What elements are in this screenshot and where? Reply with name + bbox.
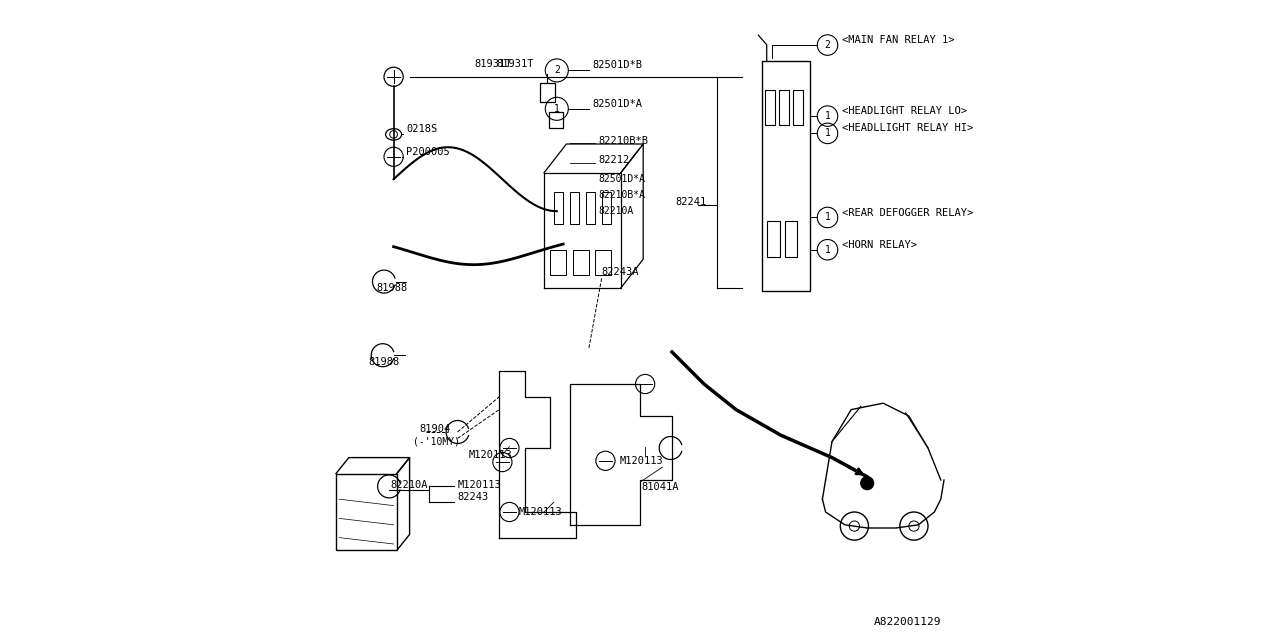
Circle shape <box>861 477 874 490</box>
Text: 82501D*B: 82501D*B <box>591 61 643 70</box>
Text: 81041A: 81041A <box>641 482 678 492</box>
Text: M120113: M120113 <box>458 480 502 490</box>
Bar <box>778 90 788 125</box>
Text: 1: 1 <box>824 129 831 138</box>
Text: 81988: 81988 <box>376 283 407 293</box>
Bar <box>765 90 776 125</box>
Text: <HEADLLIGHT RELAY HI>: <HEADLLIGHT RELAY HI> <box>842 124 973 134</box>
Text: 82210B*A: 82210B*A <box>599 191 645 200</box>
Text: M120113: M120113 <box>620 456 663 466</box>
Text: 82243: 82243 <box>458 493 489 502</box>
Text: M120113: M120113 <box>468 450 512 460</box>
Bar <box>762 61 809 291</box>
Bar <box>549 112 563 128</box>
Text: (-'10MY): (-'10MY) <box>412 437 460 447</box>
Bar <box>550 250 566 275</box>
Text: 1: 1 <box>824 244 831 255</box>
Bar <box>554 192 563 224</box>
Text: 82241: 82241 <box>676 197 707 207</box>
Text: <MAIN FAN RELAY 1>: <MAIN FAN RELAY 1> <box>842 35 954 45</box>
Bar <box>585 192 595 224</box>
Text: 82243A: 82243A <box>602 268 639 277</box>
Bar <box>767 221 780 257</box>
Bar <box>540 83 556 102</box>
Text: <HORN RELAY>: <HORN RELAY> <box>842 240 916 250</box>
Text: A822001129: A822001129 <box>873 617 941 627</box>
Text: 2: 2 <box>554 65 559 76</box>
Bar <box>595 250 612 275</box>
Bar <box>794 90 804 125</box>
Text: 82501D*A: 82501D*A <box>591 99 643 109</box>
Text: 0218S: 0218S <box>407 124 438 134</box>
Text: 1: 1 <box>824 212 831 223</box>
Text: <REAR DEFOGGER RELAY>: <REAR DEFOGGER RELAY> <box>842 207 973 218</box>
Bar <box>602 192 612 224</box>
Text: 82210A: 82210A <box>390 480 428 490</box>
Text: 82212: 82212 <box>599 156 630 165</box>
Text: 1: 1 <box>824 111 831 121</box>
Text: 82210B*B: 82210B*B <box>599 136 649 146</box>
Bar <box>785 221 797 257</box>
Text: 81931T: 81931T <box>474 60 512 69</box>
Bar <box>335 474 397 550</box>
Text: <HEADLIGHT RELAY LO>: <HEADLIGHT RELAY LO> <box>842 106 966 116</box>
Text: M120113: M120113 <box>518 507 562 517</box>
Text: 82210A: 82210A <box>599 206 634 216</box>
Text: P200005: P200005 <box>407 147 451 157</box>
Text: 2: 2 <box>824 40 831 50</box>
Text: 82501D*A: 82501D*A <box>599 175 645 184</box>
Bar <box>570 192 580 224</box>
Text: 81931T: 81931T <box>497 60 534 69</box>
Text: 81988: 81988 <box>369 357 399 367</box>
Text: 1: 1 <box>554 104 559 114</box>
Text: 81904: 81904 <box>420 424 451 434</box>
Bar <box>573 250 589 275</box>
